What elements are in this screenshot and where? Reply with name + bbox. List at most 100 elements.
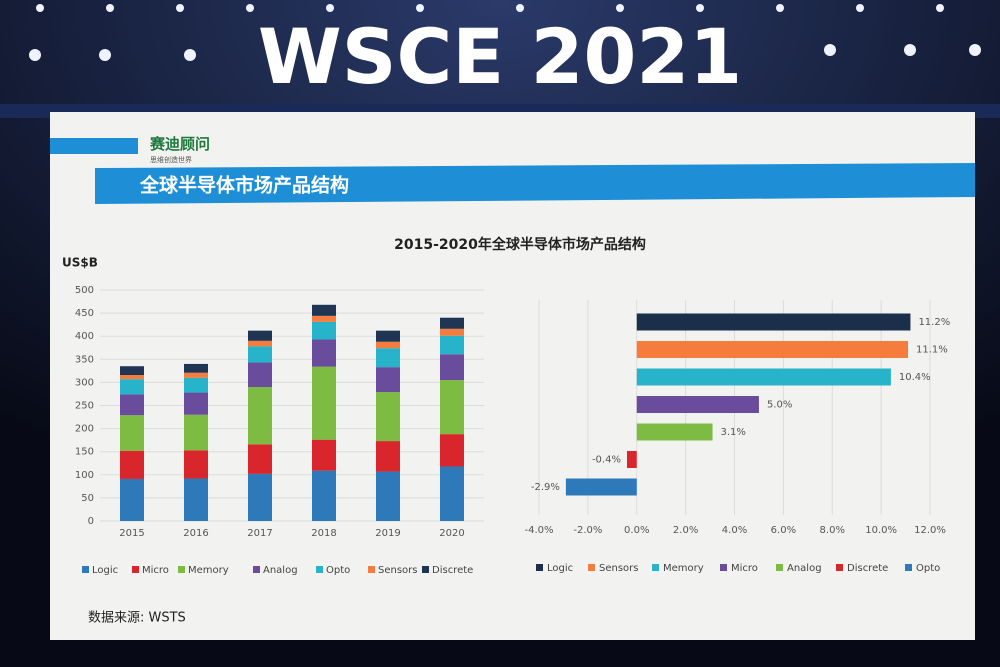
bar-segment (376, 471, 400, 521)
bar-segment (120, 415, 144, 451)
x-tick-label: 2020 (439, 528, 464, 539)
legend-label: Sensors (599, 563, 639, 574)
bar-segment (248, 473, 272, 521)
x-tick-label: 8.0% (820, 525, 845, 536)
y-tick-label: 50 (81, 493, 94, 504)
heading: 全球半导体市场产品结构 (139, 174, 349, 197)
x-tick-label: -4.0% (524, 525, 553, 536)
bar-segment (184, 478, 208, 521)
x-tick-label: 6.0% (771, 525, 796, 536)
bar (636, 396, 759, 413)
value-label: 10.4% (899, 372, 931, 383)
legend-swatch (652, 564, 659, 571)
source: 数据来源: WSTS (88, 611, 186, 626)
x-tick-label: 0.0% (624, 525, 649, 536)
bar-segment (376, 441, 400, 472)
heading-bar (95, 163, 975, 204)
x-tick-label: -2.0% (573, 525, 602, 536)
legend-label: Analog (263, 565, 298, 576)
bar-segment (120, 478, 144, 521)
y-tick-label: 500 (75, 285, 94, 296)
y-tick-label: 400 (75, 331, 94, 342)
bar-segment (376, 330, 400, 342)
legend-swatch (905, 564, 912, 571)
x-tick-label: 2017 (247, 528, 272, 539)
x-tick-label: 2019 (375, 528, 400, 539)
bar-segment (440, 354, 464, 381)
x-tick-label: 12.0% (914, 525, 946, 536)
bar (636, 313, 911, 331)
stage-lights (29, 4, 981, 61)
y-axis-label: US$B (62, 256, 98, 270)
legend-label: Opto (916, 563, 940, 574)
bar-segment (376, 341, 400, 349)
bar-segment (312, 304, 336, 316)
legend-swatch (588, 564, 595, 571)
bar-segment (376, 367, 400, 393)
value-label: -2.9% (531, 482, 560, 493)
x-tick-label: 4.0% (722, 525, 747, 536)
legend-label: Micro (142, 565, 169, 576)
value-label: 3.1% (721, 427, 746, 438)
bar (565, 478, 637, 496)
legend-label: Memory (188, 565, 229, 576)
y-tick-label: 200 (75, 424, 94, 435)
bar-segment (248, 330, 272, 341)
bar-segment (184, 392, 208, 415)
bar-segment (184, 377, 208, 393)
bar-segment (376, 348, 400, 368)
value-label: 5.0% (767, 400, 792, 411)
y-tick-label: 450 (75, 308, 94, 319)
legend-swatch (132, 566, 139, 573)
x-tick-label: 2016 (183, 528, 208, 539)
legend-swatch (720, 564, 727, 571)
legend-label: Logic (547, 563, 573, 574)
bar-segment (312, 470, 336, 521)
bar-segment (120, 450, 144, 479)
bar-segment (376, 392, 400, 442)
stage-title: WSCE 2021 (258, 12, 742, 101)
x-tick-label: 2015 (119, 528, 144, 539)
bar-segment (440, 335, 464, 355)
y-tick-label: 350 (75, 354, 94, 365)
bar-segment (120, 366, 144, 376)
bar-segment (440, 434, 464, 467)
bar-segment (312, 315, 336, 322)
legend-label: Discrete (432, 565, 473, 576)
bar-segment (184, 363, 208, 373)
bar-segment (248, 346, 272, 363)
value-label: 11.2% (918, 317, 950, 328)
legend-swatch (776, 564, 783, 571)
bar (636, 368, 891, 386)
bar (636, 341, 909, 358)
legend-label: Memory (663, 563, 704, 574)
bar-segment (440, 317, 464, 329)
bar-segment (184, 414, 208, 451)
chart-title: 2015-2020年全球半导体市场产品结构 (394, 236, 646, 253)
y-tick-label: 250 (75, 401, 94, 412)
x-tick-label: 2018 (311, 528, 336, 539)
bar-segment (312, 366, 336, 440)
bar-segment (312, 439, 336, 471)
bar (626, 451, 637, 468)
bar-segment (248, 387, 272, 445)
legend-swatch (316, 566, 323, 573)
bar-segment (312, 321, 336, 340)
legend-swatch (82, 566, 89, 573)
bar-segment (440, 328, 464, 336)
y-tick-label: 0 (88, 516, 94, 527)
legend-swatch (368, 566, 375, 573)
x-tick-label: 10.0% (865, 525, 897, 536)
legend-swatch (422, 566, 429, 573)
legend-label: Micro (731, 563, 758, 574)
bar-segment (440, 380, 464, 435)
bar-segment (120, 394, 144, 416)
bar-segment (120, 379, 144, 395)
bar-segment (184, 450, 208, 479)
value-label: -0.4% (592, 455, 621, 466)
y-tick-label: 150 (75, 447, 94, 458)
slogan: 思维创造世界 (150, 155, 192, 164)
legend-swatch (178, 566, 185, 573)
